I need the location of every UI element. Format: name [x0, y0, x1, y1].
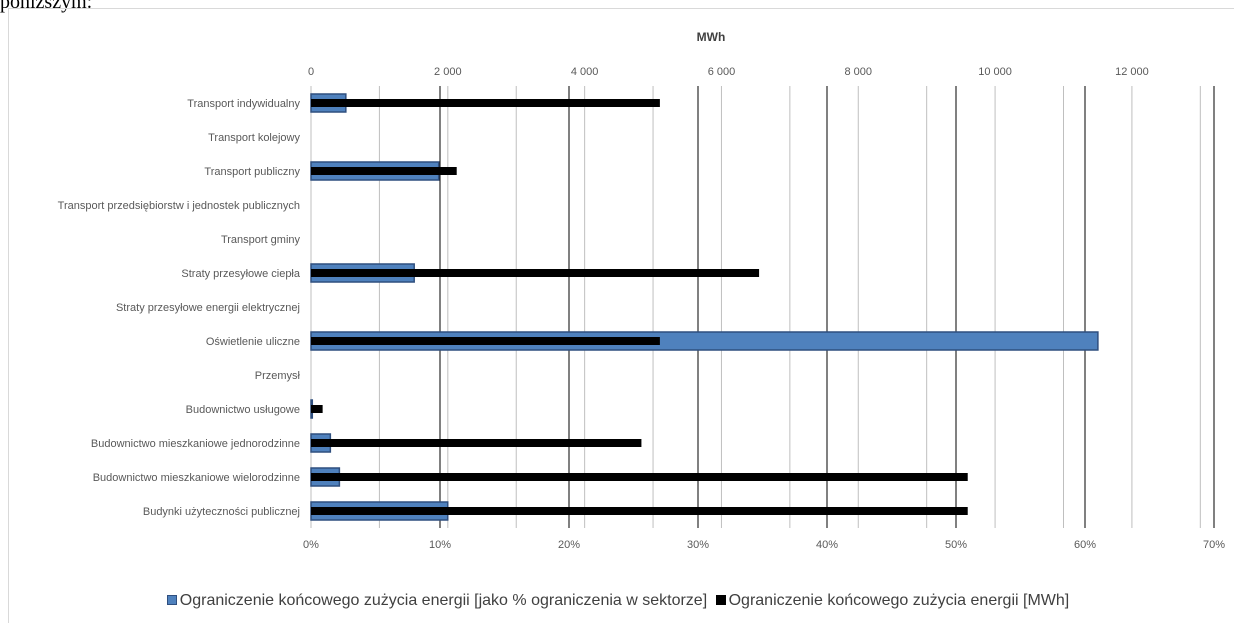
category-label: Straty przesyłowe energii elektrycznej [116, 302, 300, 314]
bottom-tick-label: 0% [303, 539, 319, 551]
category-label: Transport przedsiębiorstw i jednostek pu… [58, 200, 300, 212]
top-axis-title: MWh [697, 30, 726, 44]
legend-swatch-mwh [715, 595, 726, 605]
top-tick-label: 10 000 [978, 66, 1012, 78]
axis-labels: Transport indywidualny Transport kolejowy… [58, 66, 1226, 551]
top-tick-label: 6 000 [708, 66, 736, 78]
category-label: Budynki użyteczności publicznej [143, 506, 300, 518]
legend-swatch-percent [166, 595, 177, 605]
bottom-tick-label: 50% [945, 539, 967, 551]
bar-mwh [311, 473, 968, 481]
bottom-tick-label: 10% [429, 539, 451, 551]
category-label: Budownictwo mieszkaniowe jednorodzinne [91, 438, 300, 450]
bottom-tick-label: 70% [1203, 539, 1225, 551]
top-tick-label: 0 [308, 66, 314, 78]
legend-item-percent: Ograniczenie końcowego zużycia energii [… [166, 592, 708, 610]
chart-frame [8, 8, 1234, 623]
bottom-tick-label: 60% [1074, 539, 1096, 551]
bars [310, 93, 1099, 521]
category-label: Oświetlenie uliczne [206, 336, 300, 348]
legend-item-mwh: Ograniczenie końcowego zużycia energii [… [715, 592, 1070, 610]
category-label: Transport kolejowy [208, 132, 300, 144]
category-label: Budownictwo usługowe [186, 404, 300, 416]
grid-lines [310, 86, 1215, 528]
category-label: Transport gminy [221, 234, 301, 246]
bottom-tick-label: 20% [558, 539, 580, 551]
page-text-fragment: poniższym: [0, 0, 93, 13]
top-tick-label: 12 000 [1115, 66, 1149, 78]
category-label: Transport publiczny [204, 166, 300, 178]
legend-label-mwh: Ograniczenie końcowego zużycia energii [… [728, 592, 1070, 609]
bar-mwh [311, 405, 323, 413]
top-tick-label: 2 000 [434, 66, 462, 78]
bar-mwh [311, 99, 660, 107]
top-tick-label: 8 000 [845, 66, 873, 78]
legend-label-percent: Ograniczenie końcowego zużycia energii [… [179, 592, 708, 609]
category-label: Budownictwo mieszkaniowe wielorodzinne [93, 472, 300, 484]
bar-chart: Transport indywidualny Transport kolejowy… [58, 30, 1226, 551]
bar-mwh [311, 507, 968, 515]
bottom-tick-label: 40% [816, 539, 838, 551]
category-label: Transport indywidualny [187, 98, 300, 110]
bar-mwh [311, 337, 660, 345]
bar-mwh [311, 167, 457, 175]
bar-mwh [311, 439, 642, 447]
bar-mwh [311, 269, 760, 277]
top-tick-label: 4 000 [571, 66, 599, 78]
legend: Ograniczenie końcowego zużycia energii [… [0, 592, 1236, 610]
category-label: Straty przesyłowe ciepła [181, 268, 300, 280]
category-label: Przemysł [255, 370, 301, 382]
bottom-tick-label: 30% [687, 539, 709, 551]
